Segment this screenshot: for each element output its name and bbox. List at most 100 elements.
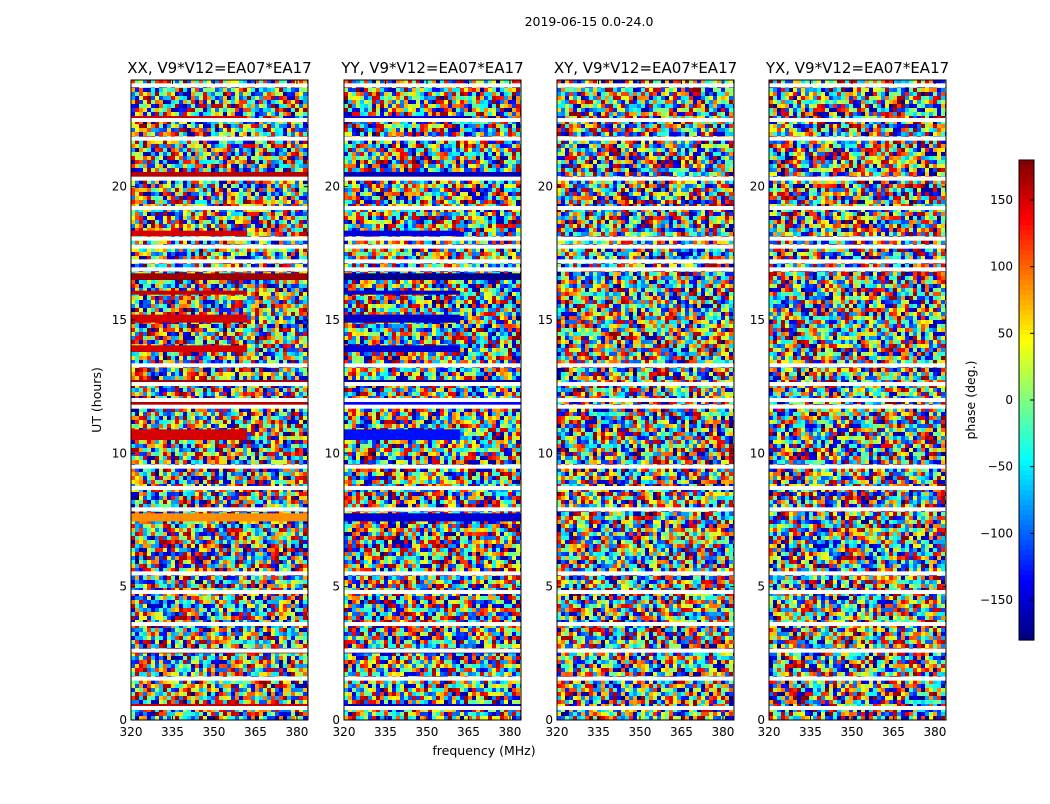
colorbar-segment: [1019, 190, 1034, 196]
flagged-row: [557, 507, 734, 511]
y-tick-label: 20: [112, 180, 127, 194]
colorbar-segment: [1019, 485, 1034, 491]
x-tick-label: 350: [629, 725, 652, 739]
colorbar-segment: [1019, 605, 1034, 611]
x-tick-label: 335: [374, 725, 397, 739]
flagged-row: [769, 237, 946, 241]
colorbar-segment: [1019, 290, 1034, 296]
flagged-row: [131, 649, 308, 653]
colorbar-segment: [1019, 520, 1034, 526]
colorbar-tick-label: −100: [980, 526, 1013, 540]
colorbar-segment: [1019, 210, 1034, 216]
flagged-row: [557, 245, 734, 249]
colorbar-segment: [1019, 245, 1034, 251]
coherent-band: [131, 429, 247, 440]
flagged-row: [344, 486, 521, 490]
flagged-row: [344, 137, 521, 141]
colorbar-tick-label: 100: [990, 260, 1013, 274]
y-tick-label: 0: [119, 713, 127, 727]
y-tick-label: 5: [332, 580, 340, 594]
colorbar-segment: [1019, 260, 1034, 266]
colorbar-tick-label: 150: [990, 193, 1013, 207]
figure-suptitle: 2019-06-15 0.0-24.0: [525, 14, 654, 29]
flagged-row: [131, 465, 308, 469]
x-tick-label: 365: [457, 725, 480, 739]
colorbar-segment: [1019, 565, 1034, 571]
x-tick-label: 380: [285, 725, 308, 739]
colorbar-segment: [1019, 165, 1034, 171]
x-tick-label: 320: [758, 725, 781, 739]
panel-title: YY, V9*V12=EA07*EA17: [340, 59, 523, 77]
flagged-row: [557, 649, 734, 653]
colorbar-segment: [1019, 315, 1034, 321]
y-tick-label: 15: [750, 313, 765, 327]
flagged-row: [344, 363, 521, 367]
y-tick-label: 0: [545, 713, 553, 727]
coherent-band: [131, 291, 247, 295]
flagged-row: [769, 382, 946, 386]
colorbar-segment: [1019, 240, 1034, 246]
y-tick-label: 20: [750, 180, 765, 194]
flagged-row: [131, 206, 308, 210]
colorbar-segment: [1019, 180, 1034, 186]
colorbar-segment: [1019, 345, 1034, 351]
flagged-row: [131, 177, 308, 181]
flagged-row: [131, 118, 308, 122]
flagged-row: [344, 706, 521, 710]
y-tick-label: 15: [538, 313, 553, 327]
colorbar-segment: [1019, 300, 1034, 306]
flagged-row: [131, 267, 308, 271]
colorbar-segment: [1019, 330, 1034, 336]
flagged-row: [344, 398, 521, 402]
coherent-band: [131, 231, 247, 236]
flagged-row: [557, 118, 734, 122]
colorbar-segment: [1019, 430, 1034, 436]
colorbar-segment: [1019, 435, 1034, 441]
flagged-row: [557, 590, 734, 594]
colorbar-segment: [1019, 425, 1034, 431]
colorbar-tick-label: 50: [998, 326, 1013, 340]
colorbar-segment: [1019, 255, 1034, 261]
flagged-row: [344, 83, 521, 87]
coherent-band: [344, 291, 460, 295]
flagged-row: [344, 177, 521, 181]
colorbar-segment: [1019, 160, 1034, 166]
flagged-row: [131, 590, 308, 594]
y-tick-label: 0: [757, 713, 765, 727]
colorbar-segment: [1019, 445, 1034, 451]
colorbar-segment: [1019, 270, 1034, 276]
colorbar-segment: [1019, 470, 1034, 476]
colorbar-segment: [1019, 325, 1034, 331]
colorbar-segment: [1019, 550, 1034, 556]
flagged-row: [344, 259, 521, 263]
colorbar-segment: [1019, 620, 1034, 626]
flagged-row: [344, 590, 521, 594]
flagged-row: [344, 649, 521, 653]
coherent-band: [131, 273, 308, 280]
y-tick-label: 15: [325, 313, 340, 327]
flagged-row: [344, 118, 521, 122]
flagged-row: [344, 622, 521, 626]
coherent-band: [131, 315, 247, 323]
colorbar-segment: [1019, 600, 1034, 606]
colorbar-segment: [1019, 585, 1034, 591]
flagged-row: [769, 137, 946, 141]
colorbar-segment: [1019, 450, 1034, 456]
flagged-row: [769, 245, 946, 249]
colorbar-segment: [1019, 275, 1034, 281]
y-tick-label: 10: [750, 446, 765, 460]
colorbar-segment: [1019, 265, 1034, 271]
colorbar-segment: [1019, 500, 1034, 506]
flagged-row: [557, 398, 734, 402]
colorbar-tick-label: −150: [980, 593, 1013, 607]
colorbar-segment: [1019, 200, 1034, 206]
flagged-row: [344, 206, 521, 210]
flagged-row: [344, 465, 521, 469]
colorbar-segment: [1019, 175, 1034, 181]
colorbar-segment: [1019, 540, 1034, 546]
flagged-row: [557, 622, 734, 626]
flagged-row: [557, 677, 734, 681]
colorbar-segment: [1019, 285, 1034, 291]
